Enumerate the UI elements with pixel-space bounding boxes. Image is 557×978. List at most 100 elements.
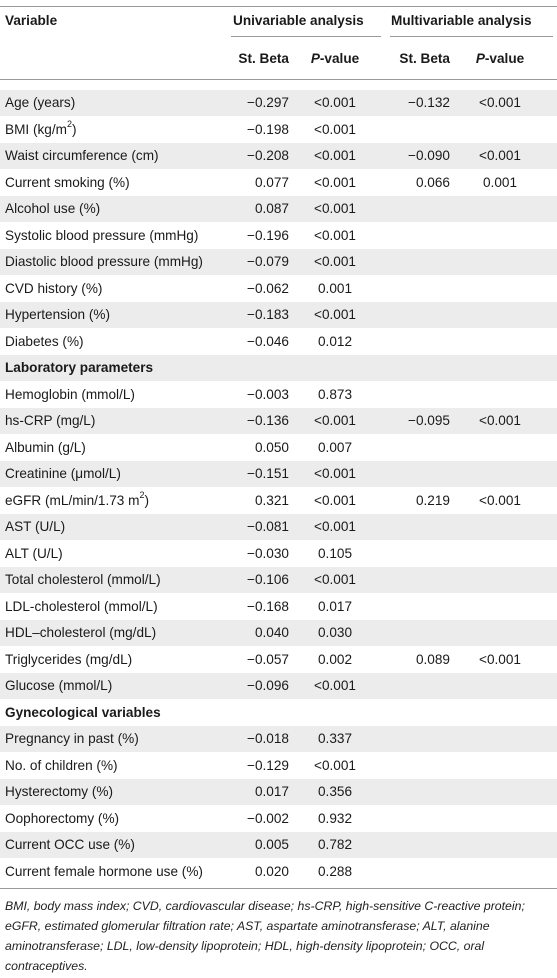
multivariable-st-beta: 0.089 — [415, 651, 450, 667]
univariable-p-value: 0.337 — [317, 731, 353, 746]
header-m-pvalue: P-value — [475, 51, 525, 66]
univariable-p-value: <0.001 — [314, 757, 356, 773]
univariable-p-value: 0.105 — [317, 545, 353, 561]
section-label: Gynecological variables — [5, 704, 161, 720]
variable-label: Diastolic blood pressure (mmHg) — [5, 254, 203, 269]
table-footnote: BMI, body mass index; CVD, cardiovascula… — [5, 899, 525, 973]
table-row: Diastolic blood pressure (mmHg) −0.079 <0.… — [0, 249, 557, 275]
variable-label: Glucose (mmol/L) — [5, 678, 113, 693]
univariable-st-beta: −0.018 — [247, 731, 289, 746]
table-row: Current OCC use (%) 0.005 0.782 — [0, 832, 557, 858]
table-row: Pregnancy in past (%) −0.018 0.337 — [0, 726, 557, 752]
univariable-st-beta: 0.020 — [254, 863, 289, 879]
univariable-p-value: 0.017 — [317, 598, 353, 614]
univariable-st-beta: −0.136 — [247, 413, 289, 428]
table-row: Waist circumference (cm) −0.208 <0.001 −0.0… — [0, 143, 557, 169]
variable-label: Total cholesterol (mmol/L) — [5, 572, 161, 587]
table-row: eGFR (mL/min/1.73 m2) 0.321 <0.001 0.219 <0.… — [0, 488, 557, 514]
univariable-p-value: 0.782 — [317, 837, 353, 852]
table-row: Hysterectomy (%) 0.017 0.356 — [0, 779, 557, 805]
variable-label: AST (U/L) — [5, 519, 66, 534]
variable-label: HDL–cholesterol (mg/dL) — [5, 625, 157, 640]
table-row: ALT (U/L) −0.030 0.105 — [0, 541, 557, 567]
multivariable-st-beta: 0.219 — [415, 492, 450, 508]
univariable-st-beta: −0.046 — [247, 333, 289, 349]
table-row: Hypertension (%) −0.183 <0.001 — [0, 302, 557, 328]
header-u-stbeta: St. Beta — [238, 51, 289, 66]
variable-label-suffix: ) — [144, 492, 150, 508]
top-rule — [0, 6, 557, 7]
univariable-st-beta: −0.183 — [247, 307, 289, 322]
multivariable-st-beta: −0.132 — [408, 95, 450, 110]
multivariable-st-beta: −0.090 — [408, 148, 450, 163]
multivariable-p-value: <0.001 — [479, 492, 521, 508]
univariable-p-value: <0.001 — [314, 466, 356, 481]
table-row: Hemoglobin (mmol/L) −0.003 0.873 — [0, 382, 557, 408]
header-m-stbeta: St. Beta — [399, 51, 450, 66]
table-row: No. of children (%) −0.129 <0.001 — [0, 753, 557, 779]
univariable-st-beta: −0.002 — [247, 810, 289, 826]
univariable-p-value: <0.001 — [314, 572, 356, 587]
univariable-p-value: <0.001 — [314, 121, 356, 137]
table-row: Total cholesterol (mmol/L) −0.106 <0.001 — [0, 567, 557, 593]
univariable-st-beta: −0.062 — [247, 280, 289, 296]
header-variable: Variable — [5, 13, 58, 28]
univariable-st-beta: −0.196 — [247, 227, 289, 243]
variable-label-text: eGFR (mL/min/1.73 m — [5, 492, 140, 508]
univariable-p-value: 0.007 — [317, 439, 353, 455]
univariable-p-value: <0.001 — [314, 95, 356, 110]
table-row: Oophorectomy (%) −0.002 0.932 — [0, 806, 557, 832]
univariable-p-value: <0.001 — [314, 492, 356, 508]
table-row: Diabetes (%) −0.046 0.012 — [0, 329, 557, 355]
univariable-st-beta: 0.321 — [254, 492, 289, 508]
univariable-st-beta: −0.096 — [247, 678, 289, 693]
table-row: Current female hormone use (%) 0.020 0.288 — [0, 859, 557, 885]
table-row: hs-CRP (mg/L) −0.136 <0.001 −0.095 <0.001 — [0, 408, 557, 434]
univariable-p-value: 0.012 — [317, 333, 353, 349]
variable-label: CVD history (%) — [5, 280, 103, 296]
variable-label: Hemoglobin (mmol/L) — [5, 386, 135, 402]
variable-label: ALT (U/L) — [5, 545, 63, 561]
univariable-p-value: 0.001 — [317, 280, 353, 296]
table-row: Creatinine (μmol/L) −0.151 <0.001 — [0, 461, 557, 487]
variable-label: Albumin (g/L) — [5, 439, 86, 455]
univariable-p-value: <0.001 — [314, 201, 356, 216]
univariable-st-beta: 0.040 — [254, 625, 289, 640]
univariable-st-beta: −0.129 — [247, 757, 289, 773]
variable-label: Hysterectomy (%) — [5, 784, 114, 799]
header-univariable: Univariable analysis — [233, 13, 364, 28]
univariable-p-value: <0.001 — [314, 519, 356, 534]
univariable-st-beta: 0.077 — [254, 174, 289, 190]
univariable-st-beta: −0.030 — [247, 545, 289, 561]
univariable-p-value: <0.001 — [314, 174, 356, 190]
bottom-rule — [0, 888, 557, 889]
variable-label: Hypertension (%) — [5, 307, 111, 322]
variable-label: Current smoking (%) — [5, 174, 130, 190]
univariable-p-value: 0.288 — [317, 863, 353, 879]
univariable-st-beta: −0.057 — [247, 651, 289, 667]
univariable-p-value: <0.001 — [314, 307, 356, 322]
univariable-p-value: <0.001 — [314, 678, 356, 693]
variable-label: Current OCC use (%) — [5, 837, 135, 852]
univariable-st-beta: −0.003 — [247, 386, 289, 402]
variable-label: Creatinine (μmol/L) — [5, 466, 121, 481]
table-row: Age (years) −0.297 <0.001 −0.132 <0.001 — [0, 90, 557, 116]
section-row: Laboratory parameters — [0, 355, 557, 381]
table-row: Current smoking (%) 0.077 <0.001 0.066 0.001 — [0, 170, 557, 196]
table-row: BMI (kg/m2) −0.198 <0.001 — [0, 117, 557, 143]
univariable-st-beta: 0.005 — [254, 837, 289, 852]
variable-label: Alcohol use (%) — [5, 201, 101, 216]
variable-label: Age (years) — [5, 95, 76, 110]
variable-label: hs-CRP (mg/L) — [5, 413, 96, 428]
multivariable-p-value: <0.001 — [479, 148, 521, 163]
variable-label: Current female hormone use (%) — [5, 863, 203, 879]
variable-label: Diabetes (%) — [5, 333, 84, 349]
variable-label: Systolic blood pressure (mmHg) — [5, 227, 199, 243]
multivariable-st-beta: −0.095 — [408, 413, 450, 428]
univariable-st-beta: −0.079 — [247, 254, 289, 269]
section-row: Gynecological variables — [0, 700, 557, 726]
univariable-p-value: 0.873 — [317, 386, 353, 402]
variable-label-suffix: ) — [71, 121, 77, 137]
table-row: AST (U/L) −0.081 <0.001 — [0, 514, 557, 540]
variable-label: LDL-cholesterol (mmol/L) — [5, 598, 158, 614]
